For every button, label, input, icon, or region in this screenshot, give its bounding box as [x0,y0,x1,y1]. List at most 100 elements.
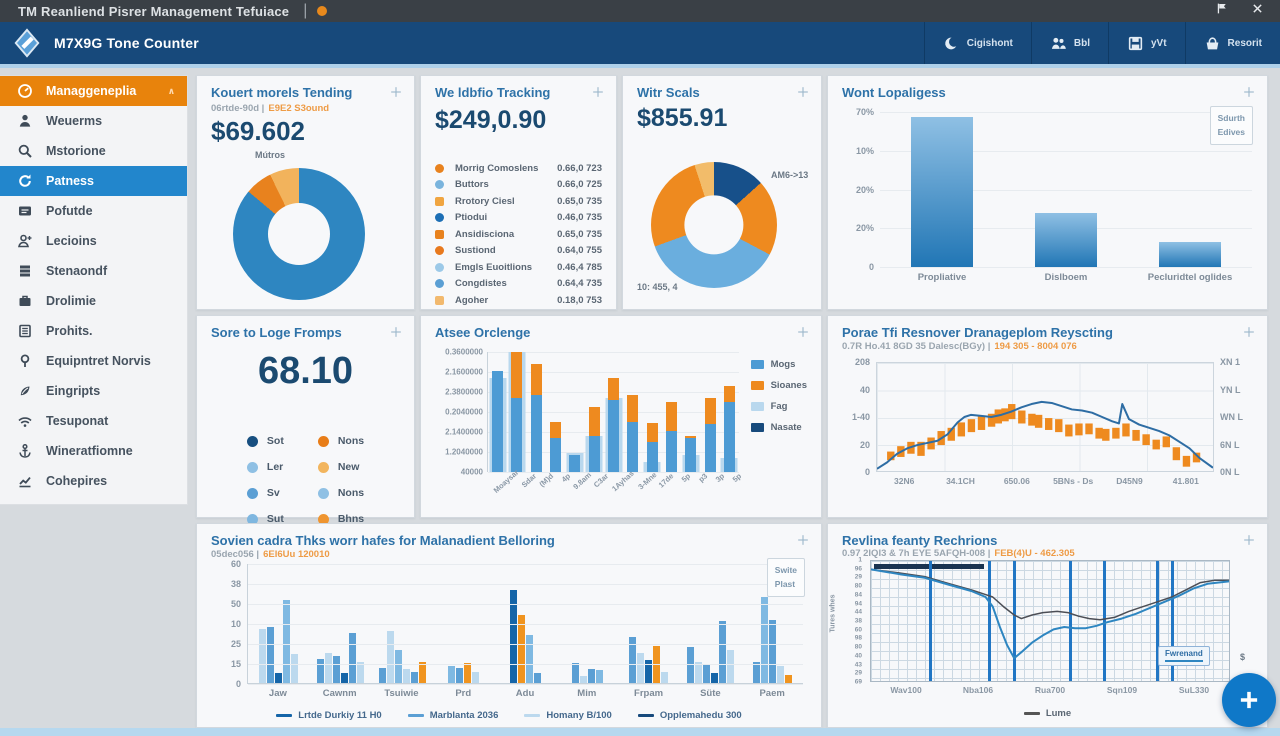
bar[interactable] [317,659,324,683]
bar[interactable] [275,673,283,683]
stacked-bar[interactable] [665,352,677,472]
bar[interactable] [410,672,418,683]
sidebar-item-4[interactable]: Patness [0,166,187,196]
bar[interactable] [386,630,394,683]
sidebar-item-9[interactable]: Prohits. [0,316,187,346]
bar[interactable] [448,666,456,683]
sidebar-item-7[interactable]: Stenaondf [0,256,187,286]
bar[interactable] [283,599,291,683]
sidebar-item-10[interactable]: Equipntret Norvis [0,346,187,376]
legend-label: Marblanta 2036 [429,710,499,721]
bar[interactable] [291,654,299,683]
bar[interactable] [687,647,695,683]
sidebar-item-1[interactable]: Managgeneplia ∧ [0,76,187,106]
stacked-bar[interactable] [704,352,716,472]
group-xlabel: Prd [455,688,472,699]
xtick: Sqn109 [1106,685,1138,695]
stacked-bar[interactable] [569,352,581,472]
bar[interactable] [402,668,410,683]
stacked-bar[interactable] [608,352,620,472]
bar[interactable] [534,673,542,683]
bar[interactable] [752,661,760,683]
bar[interactable] [341,673,348,683]
stacked-bar[interactable] [588,352,600,472]
bar[interactable] [349,633,356,683]
stacked-bar[interactable] [646,352,658,472]
bar[interactable] [645,660,653,683]
bar[interactable] [703,663,711,683]
nav-action-cigishont[interactable]: Cigishont [923,22,1031,64]
expand-icon[interactable] [591,85,605,104]
donut-chart[interactable] [651,162,777,288]
stacked-bar[interactable] [492,352,504,472]
stacked-bar[interactable] [627,352,639,472]
sidebar-item-5[interactable]: Pofutde [0,196,187,226]
sidebar-item-6[interactable]: Lecioins [0,226,187,256]
sidebar-item-2[interactable]: Weuerms [0,106,187,136]
bar[interactable] [510,590,518,683]
nav-action-yvt[interactable]: yVt [1107,22,1185,64]
bar[interactable] [711,673,719,683]
bar[interactable] [333,655,340,683]
bar[interactable] [394,649,402,683]
legend-item: Lume [1023,708,1071,719]
bar[interactable] [472,672,480,683]
stacked-bar[interactable] [723,352,735,472]
bar[interactable] [526,635,534,683]
expand-icon[interactable] [389,325,403,344]
bar[interactable] [518,615,526,683]
card-subtitle: 05dec056 | 6El6Uu 120010 [211,549,330,560]
bar[interactable] [587,668,595,683]
bar[interactable] [784,674,792,683]
sidebar-item-12[interactable]: Tesuponat [0,406,187,436]
notification-flag-icon[interactable] [1216,2,1229,20]
bar[interactable] [595,669,603,683]
expand-icon[interactable] [1242,85,1256,104]
bar[interactable] [378,667,386,683]
bar[interactable] [357,661,364,683]
bar[interactable] [1159,242,1221,267]
bar[interactable] [579,675,587,683]
chart-badge[interactable]: Fwrenand [1158,646,1210,666]
close-icon[interactable] [1251,2,1264,20]
bar[interactable] [768,619,776,683]
bar[interactable] [418,661,426,683]
bar[interactable] [911,116,973,267]
bar[interactable] [637,653,645,683]
add-fab-button[interactable] [1222,673,1276,727]
expand-icon[interactable] [389,85,403,104]
bar[interactable] [456,667,464,683]
bar[interactable] [1035,212,1097,267]
expand-icon[interactable] [796,325,810,344]
bar[interactable] [267,627,275,683]
expand-icon[interactable] [1242,325,1256,344]
sidebar-item-11[interactable]: Eingripts [0,376,187,406]
bar[interactable] [571,662,579,683]
tracking-row: Ptiodui 0.46,0 735 [421,210,616,227]
bar[interactable] [464,662,472,683]
bar[interactable] [661,672,669,683]
stacked-bar[interactable] [511,352,523,472]
bar[interactable] [719,621,727,683]
sidebar-item-8[interactable]: Drolimie [0,286,187,316]
bar[interactable] [259,629,267,683]
bar[interactable] [727,649,735,683]
sidebar-item-3[interactable]: Mstorione [0,136,187,166]
bar[interactable] [629,636,637,683]
stacked-bar[interactable] [530,352,542,472]
sidebar-item-14[interactable]: Cohepires [0,466,187,496]
bar[interactable] [325,653,332,683]
expand-icon[interactable] [796,85,810,104]
bar[interactable] [776,666,784,683]
expand-icon[interactable] [1242,533,1256,552]
nav-action-resorit[interactable]: Resorit [1184,22,1280,64]
expand-icon[interactable] [796,533,810,552]
stacked-bar[interactable] [550,352,562,472]
donut-chart[interactable] [233,168,365,300]
bar[interactable] [760,597,768,683]
stacked-bar[interactable] [685,352,697,472]
sidebar-item-13[interactable]: Wineratfiomne [0,436,187,466]
nav-action-bbl[interactable]: Bbl [1030,22,1108,64]
bar[interactable] [695,661,703,683]
